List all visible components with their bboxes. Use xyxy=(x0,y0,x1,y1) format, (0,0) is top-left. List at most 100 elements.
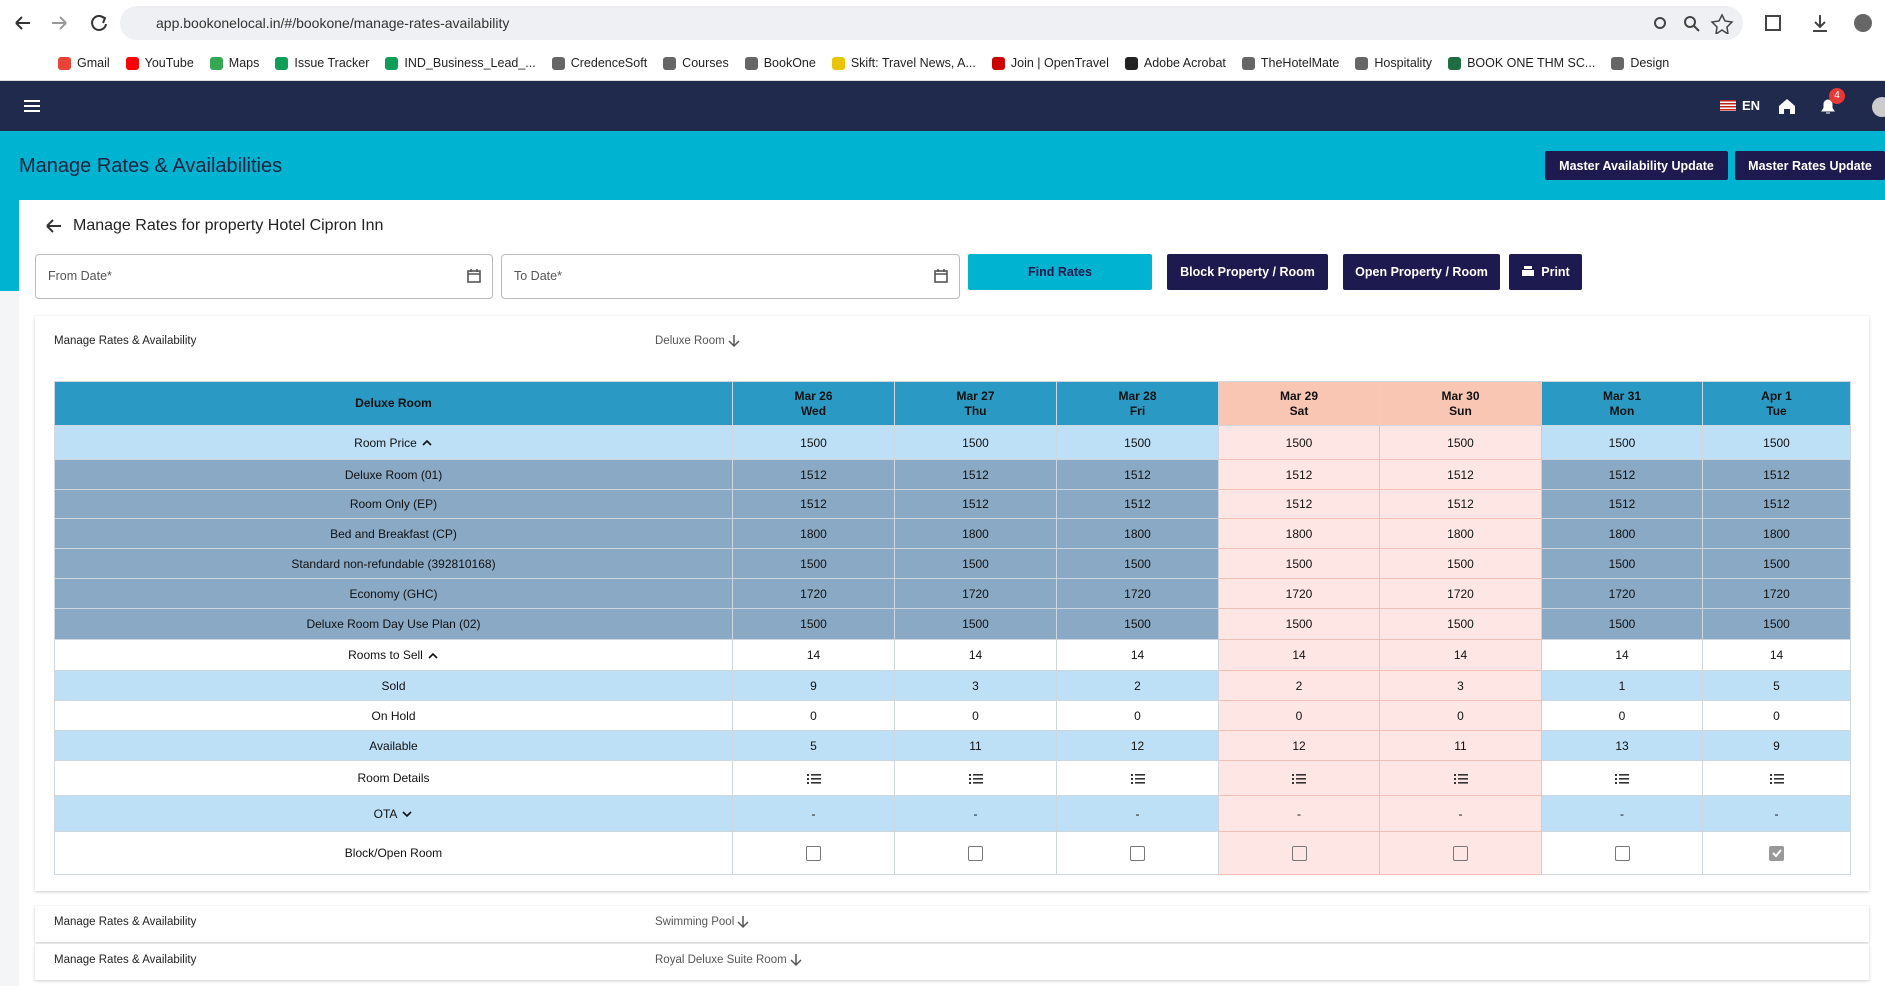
day: Wed xyxy=(800,403,827,418)
bookmark[interactable]: IND_Business_Lead_... xyxy=(385,56,536,70)
bell-icon[interactable] xyxy=(1818,96,1838,116)
value-cell: 1500 xyxy=(732,548,895,579)
table-row: Rooms to Sell 14 14 14 14 14 14 14 xyxy=(54,639,1851,671)
bookmark[interactable]: Design xyxy=(1611,56,1669,70)
bookmark[interactable]: BookOne xyxy=(744,56,816,70)
bookmark[interactable]: CredenceSoft xyxy=(551,56,647,70)
open-button[interactable]: Open Property / Room xyxy=(1343,254,1500,290)
cell-value: 1720 xyxy=(1124,586,1151,601)
checkbox[interactable] xyxy=(1769,845,1784,861)
value-cell: 1500 xyxy=(1702,548,1851,579)
browser-icons[interactable] xyxy=(1640,12,1880,34)
bookmark[interactable]: BOOK ONE THM SC... xyxy=(1448,56,1595,70)
table-row: Block/Open Room xyxy=(54,831,1851,875)
icon-bar xyxy=(1134,777,1145,780)
icon-dot xyxy=(968,777,971,780)
icon-dot xyxy=(1615,777,1617,780)
value-cell: 9 xyxy=(1702,730,1851,761)
icon-dot xyxy=(968,781,971,784)
cell-value: 1800 xyxy=(1763,526,1790,541)
calendar-icon[interactable] xyxy=(466,268,482,284)
back-arrow[interactable] xyxy=(45,218,63,234)
checkbox[interactable] xyxy=(968,845,983,861)
bookmark-label: YouTube xyxy=(144,56,194,70)
header-row: Deluxe Room Mar 26 Wed Mar 27 Thu Mar 28 Fri Ma… xyxy=(54,381,1851,426)
room-selector[interactable]: Swimming Pool xyxy=(655,915,750,929)
cell-value: 0 xyxy=(810,708,817,723)
room-selector[interactable]: Deluxe Room xyxy=(655,334,741,348)
address-bar[interactable]: app.bookonelocal.in/#/bookone/manage-rat… xyxy=(120,6,1743,40)
value-cell: - xyxy=(1218,795,1380,832)
master-rates-button[interactable]: Master Rates Update xyxy=(1735,151,1885,180)
value-cell: 1512 xyxy=(894,489,1057,519)
value-cell: 14 xyxy=(1056,639,1219,671)
find-rates-button[interactable]: Find Rates xyxy=(968,254,1152,290)
calendar-icon[interactable] xyxy=(933,268,949,284)
details-icon[interactable] xyxy=(1291,773,1307,785)
row-label-cell: Room Only (EP) xyxy=(54,489,733,519)
bookmark[interactable]: Join | OpenTravel xyxy=(991,56,1109,70)
icon-bar xyxy=(1296,773,1306,776)
value-cell: 1720 xyxy=(1056,578,1219,609)
to-date-input[interactable]: To Date* xyxy=(501,254,960,299)
chevron-down[interactable] xyxy=(401,809,413,819)
details-icon[interactable] xyxy=(1130,773,1146,785)
value-cell xyxy=(1218,831,1380,875)
value-cell: 1500 xyxy=(1218,425,1380,460)
bookmark[interactable]: Maps xyxy=(209,56,259,70)
cell-value: - xyxy=(1135,806,1140,821)
icon-bar xyxy=(1773,773,1784,776)
value-cell xyxy=(1702,760,1851,796)
checkbox[interactable] xyxy=(1614,845,1630,861)
checkbox[interactable] xyxy=(1453,845,1468,861)
chevron-up[interactable] xyxy=(421,438,433,448)
nav-buttons[interactable] xyxy=(12,12,112,34)
language[interactable]: EN xyxy=(1720,98,1760,113)
home-icon[interactable] xyxy=(1776,96,1798,116)
icon-bar xyxy=(1457,781,1468,784)
checkbox[interactable] xyxy=(1291,845,1307,861)
bookmark[interactable]: Skift: Travel News, A... xyxy=(831,56,976,70)
from-date-input[interactable]: From Date* xyxy=(35,254,493,299)
value-cell: 1500 xyxy=(1056,608,1219,640)
cell-value: 0 xyxy=(1457,708,1464,723)
bookmark[interactable]: Courses xyxy=(663,56,729,70)
master-availability-button[interactable]: Master Availability Update xyxy=(1545,151,1728,180)
value-cell: 1500 xyxy=(1702,425,1851,460)
bookmark[interactable]: TheHotelMate xyxy=(1241,56,1339,70)
checkbox[interactable] xyxy=(1130,845,1145,861)
bookmark[interactable]: Issue Tracker xyxy=(275,56,369,70)
room-selector[interactable]: Royal Deluxe Suite Room xyxy=(655,953,803,967)
bookmark-label: BOOK ONE THM SC... xyxy=(1467,56,1596,70)
checkbox[interactable] xyxy=(806,845,821,861)
details-icon[interactable] xyxy=(1453,773,1469,785)
icon-bar xyxy=(972,781,983,784)
menu-icon[interactable] xyxy=(22,98,42,114)
details-icon[interactable] xyxy=(806,773,822,785)
arrow-path xyxy=(737,916,749,929)
icon-bar xyxy=(810,777,821,780)
bookmark-label: IND_Business_Lead_... xyxy=(404,56,536,70)
details-icon[interactable] xyxy=(1769,773,1785,785)
chevron-up[interactable] xyxy=(427,651,439,661)
icon-dot xyxy=(1292,781,1294,784)
bookmark[interactable]: Gmail xyxy=(58,56,110,70)
room-name: Deluxe Room xyxy=(655,335,725,347)
bookmark[interactable]: Hospitality xyxy=(1355,56,1432,70)
value-cell: 0 xyxy=(1056,700,1219,731)
chevron-path xyxy=(402,811,412,818)
details-icon[interactable] xyxy=(1614,773,1630,785)
cell-value: 2 xyxy=(1295,678,1303,693)
date: Apr 1 xyxy=(1761,388,1792,403)
cell-value: 3 xyxy=(972,678,979,693)
date: Mar 26 xyxy=(794,388,833,403)
bookmark[interactable]: YouTube xyxy=(125,56,194,70)
details-icon[interactable] xyxy=(968,773,984,785)
print-button[interactable]: Print xyxy=(1509,254,1582,290)
block-button[interactable]: Block Property / Room xyxy=(1167,254,1328,290)
bookmark[interactable]: Adobe Acrobat xyxy=(1124,56,1226,70)
day: Thu xyxy=(964,403,987,418)
chevron-path xyxy=(428,652,438,659)
value-cell: 1800 xyxy=(1056,518,1219,549)
avatar[interactable] xyxy=(1872,97,1885,117)
